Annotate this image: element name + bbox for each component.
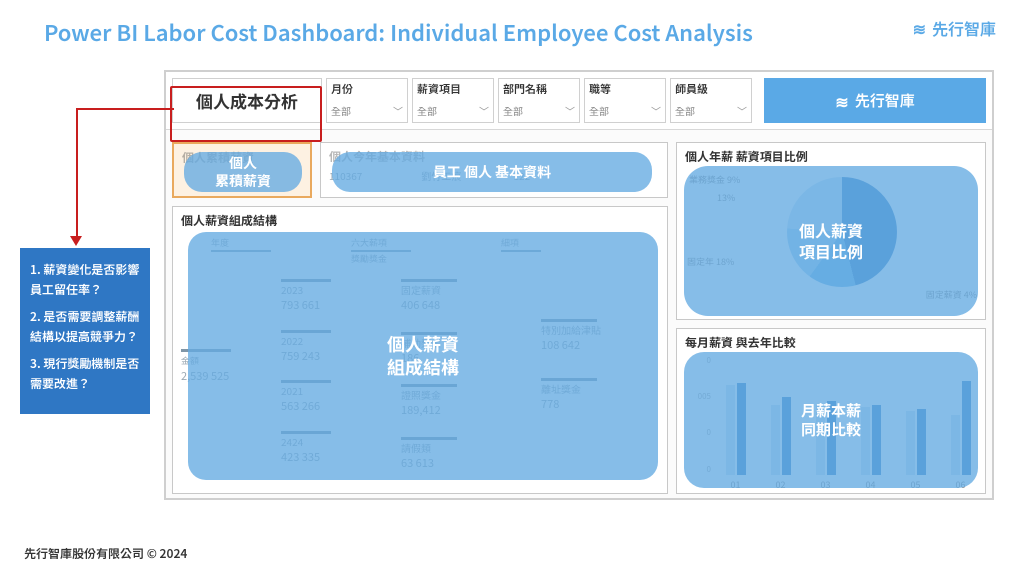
section-title: 個人成本分析 xyxy=(172,78,322,123)
ylabel: 005 xyxy=(698,391,711,402)
sankey-mid: 固定薪資406 648 xyxy=(401,279,511,314)
brand-button-label: 先行智庫 xyxy=(855,90,915,111)
pie-slice-label: 業務獎金 9% xyxy=(689,173,740,186)
card-title: 個人薪資組成結構 xyxy=(173,207,667,232)
basic-row: 110367 劉竹工痕 122 xyxy=(321,168,667,183)
pie-slice-label: 固定年 18% xyxy=(687,255,734,268)
brand-button[interactable]: 先行智庫 xyxy=(764,78,986,123)
bar-group xyxy=(764,397,797,475)
bar-xlabel: 03 xyxy=(809,478,842,491)
sankey-right: 離址獎金778 xyxy=(541,378,651,413)
bars-area xyxy=(719,355,977,475)
chevron-down-icon: ﹀ xyxy=(737,103,747,118)
chevron-down-icon: ﹀ xyxy=(479,103,489,118)
card-sankey[interactable]: 個人薪資組成結構 年度 六大薪項 獎勵獎金 細項 xyxy=(172,206,668,494)
ylabel: 0 xyxy=(707,464,711,475)
bar-xlabel: 06 xyxy=(944,478,977,491)
sankey-mid: 請假類63 613 xyxy=(401,437,511,472)
bars-xlabel: 01 02 03 04 05 06 xyxy=(719,478,977,491)
sankey-mid: 補助類金186 xyxy=(401,332,511,367)
card-title: 個人累積薪資 xyxy=(174,144,310,169)
annotation-item: 現行獎勵機制是否需要改進？ xyxy=(30,354,140,395)
bars-yaxis: 0 005 0 0 xyxy=(683,355,713,475)
filter-label: 薪資項目 xyxy=(417,81,489,97)
chevron-down-icon: ﹀ xyxy=(651,103,661,118)
cell: 122 xyxy=(514,168,604,183)
filter-label: 部門名稱 xyxy=(503,81,575,97)
label: 細項 xyxy=(501,236,541,252)
filter-rank[interactable]: 師員級 全部 ﹀ xyxy=(670,78,752,123)
bar-xlabel: 01 xyxy=(719,478,752,491)
card-accum-salary[interactable]: 個人累積薪資 xyxy=(172,142,312,198)
label: 獎勵獎金 xyxy=(351,252,461,266)
bar-xlabel: 05 xyxy=(899,478,932,491)
label: 金額 xyxy=(181,354,251,368)
sankey-year: 2424423 335 xyxy=(281,431,371,466)
label: 六大薪項 xyxy=(351,236,411,252)
ylabel: 0 xyxy=(707,427,711,438)
filter-label: 師員級 xyxy=(675,81,747,97)
bar-xlabel: 02 xyxy=(764,478,797,491)
card-title: 每月薪資 與去年比較 xyxy=(677,329,985,354)
sankey-faded: 年度 六大薪項 獎勵獎金 細項 金額 2,539 525 xyxy=(173,232,667,489)
ylabel: 0 xyxy=(707,355,711,366)
pie-chart xyxy=(787,177,897,287)
value: 2,539 525 xyxy=(181,368,251,385)
filter-grade[interactable]: 職等 全部 ﹀ xyxy=(584,78,666,123)
footer-copyright: 先行智庫股份有限公司 © 2024 xyxy=(24,545,187,562)
filter-label: 月份 xyxy=(331,81,403,97)
card-basic-info[interactable]: 個人今年基本資料 110367 劉竹工痕 122 xyxy=(320,142,668,198)
brand-top: 先行智庫 xyxy=(913,16,996,40)
body-grid: 個人累積薪資 個人今年基本資料 110367 劉竹工痕 122 個人薪資組成結構… xyxy=(172,142,986,492)
annotation-panel: 薪資變化是否影響員工留任率？ 是否需要調整薪酬結構以提高競爭力？ 現行獎勵機制是否需… xyxy=(20,248,150,414)
sankey-year: 2022759 243 xyxy=(281,330,371,365)
cell: 110367 xyxy=(329,168,419,183)
brand-wave-icon xyxy=(913,16,926,40)
bar-group xyxy=(899,409,932,475)
callout-line-h xyxy=(76,108,174,110)
card-pie[interactable]: 個人年薪 薪資項目比例 業務獎金 9% 13% 固定年 18% 固定薪資 4% xyxy=(676,142,986,320)
sankey-year: 2021563 266 xyxy=(281,380,371,415)
filter-payitem[interactable]: 薪資項目 全部 ﹀ xyxy=(412,78,494,123)
chevron-down-icon: ﹀ xyxy=(393,103,403,118)
bar-group xyxy=(719,383,752,475)
card-title: 個人今年基本資料 xyxy=(321,143,667,168)
sankey-mid: 證照獎金189,412 xyxy=(401,384,511,419)
filter-label: 職等 xyxy=(589,81,661,97)
dashboard-frame: 個人成本分析 月份 全部 ﹀ 薪資項目 全部 ﹀ 部門名稱 全部 ﹀ 職等 全部… xyxy=(164,70,994,500)
card-bars[interactable]: 每月薪資 與去年比較 0 005 0 0 01 02 03 04 05 06 xyxy=(676,328,986,494)
annotation-item: 薪資變化是否影響員工留任率？ xyxy=(30,260,140,301)
pie-slice-label: 13% xyxy=(717,191,735,204)
pie-slice-label: 固定薪資 4% xyxy=(926,288,977,301)
bar-group xyxy=(854,405,887,475)
cell: 劉竹工痕 xyxy=(421,168,511,183)
bar-group xyxy=(809,401,842,475)
chevron-down-icon: ﹀ xyxy=(565,103,575,118)
header-row: 個人成本分析 月份 全部 ﹀ 薪資項目 全部 ﹀ 部門名稱 全部 ﹀ 職等 全部… xyxy=(166,72,992,130)
callout-line-v xyxy=(76,108,78,240)
filter-month[interactable]: 月份 全部 ﹀ xyxy=(326,78,408,123)
bar-xlabel: 04 xyxy=(854,478,887,491)
page-title: Power BI Labor Cost Dashboard: Individua… xyxy=(0,0,1024,58)
brand-wave-icon xyxy=(835,89,848,113)
sankey-year: 2023793 661 xyxy=(281,279,371,314)
filter-dept[interactable]: 部門名稱 全部 ﹀ xyxy=(498,78,580,123)
sankey-right: 特別加給津貼108 642 xyxy=(541,319,651,354)
annotation-item: 是否需要調整薪酬結構以提高競爭力？ xyxy=(30,307,140,348)
brand-top-text: 先行智庫 xyxy=(932,16,996,40)
bar-group xyxy=(944,381,977,475)
callout-arrow-icon xyxy=(70,236,82,246)
card-title: 個人年薪 薪資項目比例 xyxy=(677,143,985,168)
